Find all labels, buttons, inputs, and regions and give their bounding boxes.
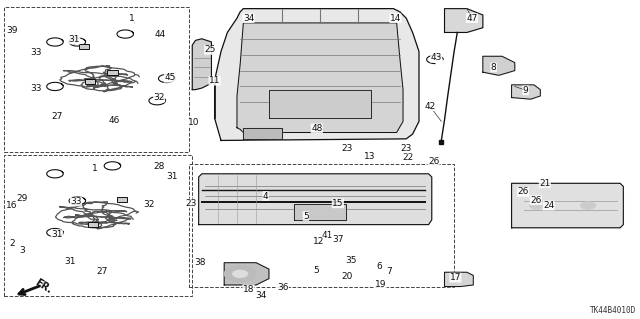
Text: 16: 16 <box>6 201 18 210</box>
Text: 10: 10 <box>188 118 199 128</box>
Text: 1: 1 <box>129 14 134 23</box>
Text: 32: 32 <box>154 93 164 102</box>
Text: 43: 43 <box>431 53 442 62</box>
Text: 26: 26 <box>517 187 529 197</box>
Text: 8: 8 <box>491 63 497 72</box>
Bar <box>4 7 189 152</box>
Polygon shape <box>294 204 346 220</box>
Text: 7: 7 <box>386 267 392 276</box>
Text: 37: 37 <box>332 235 344 244</box>
Polygon shape <box>192 39 211 90</box>
Text: 23: 23 <box>186 199 196 208</box>
Bar <box>79 44 89 49</box>
Text: 33: 33 <box>70 197 82 206</box>
Text: 45: 45 <box>164 73 175 82</box>
Text: 13: 13 <box>364 152 376 161</box>
Polygon shape <box>224 263 269 285</box>
Text: 17: 17 <box>450 273 461 282</box>
Polygon shape <box>269 90 371 118</box>
Polygon shape <box>243 128 282 139</box>
Text: 18: 18 <box>243 285 254 293</box>
Text: 27: 27 <box>51 112 63 121</box>
Text: 29: 29 <box>16 194 28 203</box>
Text: 32: 32 <box>143 200 154 209</box>
Text: 31: 31 <box>51 230 63 239</box>
Text: 31: 31 <box>68 35 80 44</box>
Polygon shape <box>511 85 540 99</box>
Text: 39: 39 <box>6 26 18 35</box>
Text: 48: 48 <box>311 124 323 133</box>
Text: 34: 34 <box>255 291 267 300</box>
Bar <box>85 79 95 84</box>
Bar <box>108 70 118 75</box>
Circle shape <box>232 270 248 278</box>
Polygon shape <box>445 9 483 33</box>
Polygon shape <box>483 56 515 75</box>
Text: 1: 1 <box>92 164 98 173</box>
Polygon shape <box>445 272 473 286</box>
Text: 23: 23 <box>401 144 412 153</box>
Text: 5: 5 <box>303 211 309 220</box>
Text: 3: 3 <box>19 246 25 255</box>
Text: 35: 35 <box>345 256 356 265</box>
Text: 33: 33 <box>30 48 42 57</box>
Text: 11: 11 <box>209 76 220 85</box>
Polygon shape <box>237 23 403 132</box>
Text: 23: 23 <box>341 144 353 153</box>
Text: 15: 15 <box>332 199 344 208</box>
Text: 6: 6 <box>376 262 381 271</box>
Text: 42: 42 <box>424 102 435 111</box>
Bar <box>117 197 127 202</box>
Bar <box>189 164 454 286</box>
Polygon shape <box>511 183 623 228</box>
Text: 24: 24 <box>543 201 554 210</box>
Text: 27: 27 <box>96 267 108 276</box>
Text: 31: 31 <box>166 172 177 181</box>
Text: TK44B4010D: TK44B4010D <box>590 306 636 315</box>
Text: 4: 4 <box>263 191 269 201</box>
Text: 22: 22 <box>403 153 413 162</box>
Polygon shape <box>198 174 432 225</box>
Text: 33: 33 <box>30 84 42 93</box>
Text: 34: 34 <box>243 14 254 23</box>
Text: 26: 26 <box>530 196 541 205</box>
Text: 20: 20 <box>341 272 353 281</box>
Text: 36: 36 <box>277 283 289 292</box>
Text: FR.: FR. <box>33 278 53 296</box>
Text: 5: 5 <box>314 265 319 275</box>
Circle shape <box>529 202 545 209</box>
Text: 46: 46 <box>109 116 120 125</box>
Text: 19: 19 <box>375 280 387 289</box>
Polygon shape <box>214 9 419 140</box>
Bar <box>88 222 99 227</box>
Text: 47: 47 <box>467 14 477 23</box>
Text: 26: 26 <box>428 157 440 166</box>
Text: 44: 44 <box>155 30 166 39</box>
Circle shape <box>224 266 256 282</box>
Text: 2: 2 <box>10 239 15 248</box>
Text: 38: 38 <box>194 258 205 267</box>
Text: 21: 21 <box>539 179 550 188</box>
Text: 9: 9 <box>523 86 529 95</box>
Text: 28: 28 <box>154 162 164 171</box>
Circle shape <box>580 202 596 209</box>
Text: 41: 41 <box>322 231 333 240</box>
Text: 25: 25 <box>204 45 216 55</box>
Text: 31: 31 <box>64 257 76 266</box>
Text: 14: 14 <box>390 14 401 23</box>
Text: 12: 12 <box>313 237 324 246</box>
